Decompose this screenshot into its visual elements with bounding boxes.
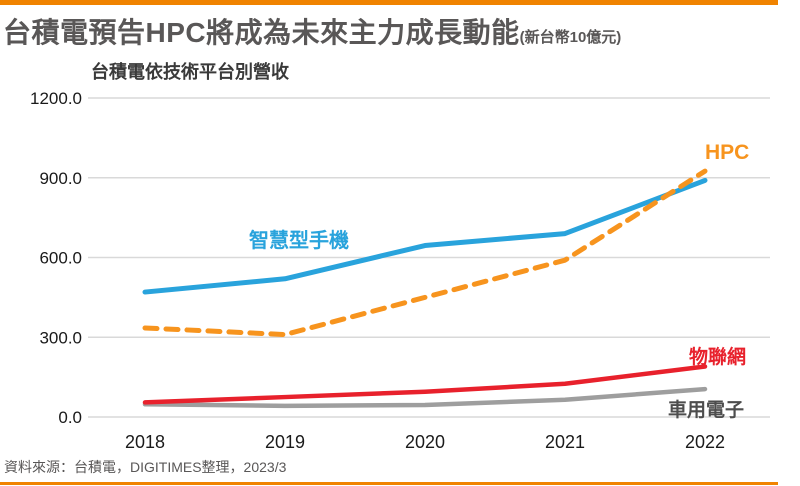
axis-layer: 0.0 300.0 600.0 900.0 1200.0 2018 2019 2020 2021… — [30, 89, 725, 452]
x-tick-label: 2021 — [545, 432, 585, 452]
y-tick-label: 0.0 — [58, 408, 82, 427]
series-line-smartphone — [142, 177, 708, 295]
page-title: 台積電預告HPC將成為未來主力成長動能(新台幣10億元) — [3, 11, 621, 51]
y-tick-label: 600.0 — [39, 249, 82, 268]
x-tick-label: 2019 — [265, 432, 305, 452]
chart-title: 台積電依技術平台別營收 — [91, 62, 289, 82]
y-tick-label: 900.0 — [39, 169, 82, 188]
series-line-automotive — [142, 386, 708, 409]
x-tick-label: 2018 — [125, 432, 165, 452]
y-tick-label: 1200.0 — [30, 89, 82, 108]
series-label-iot: 物聯網 — [689, 345, 746, 368]
series-label-hpc: HPC — [705, 141, 749, 164]
page-title-unit: (新台幣10億元) — [519, 29, 622, 46]
series-line-hpc — [142, 168, 708, 338]
line-chart: 0.0 300.0 600.0 900.0 1200.0 2018 2019 2020 2021… — [30, 89, 770, 452]
series-labels: 智慧型手機 HPC 物聯網 車用電子 — [249, 141, 749, 421]
series-label-automotive: 車用電子 — [668, 398, 744, 421]
x-tick-label: 2022 — [685, 432, 725, 452]
source-note: 資料來源：台積電，DIGITIMES整理，2023/3 — [4, 459, 287, 475]
series-label-smartphone: 智慧型手機 — [249, 228, 349, 252]
page-title-text: 台積電預告HPC將成為未來主力成長動能 — [3, 17, 520, 48]
y-tick-label: 300.0 — [39, 328, 82, 347]
x-tick-label: 2020 — [405, 432, 445, 452]
top-accent-bar — [0, 0, 778, 5]
series-layer — [142, 168, 708, 409]
series-line-iot — [142, 364, 708, 405]
bottom-accent-bar — [0, 482, 778, 485]
grid-layer — [88, 97, 770, 418]
